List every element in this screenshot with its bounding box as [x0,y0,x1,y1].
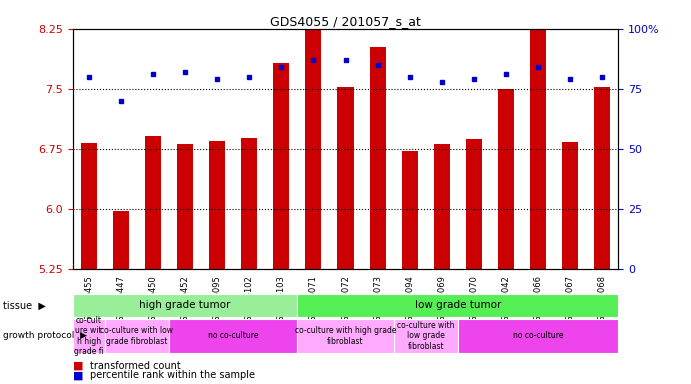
Bar [73,294,297,317]
Bar [530,7,546,269]
Bar [498,89,514,269]
Text: growth protocol  ▶: growth protocol ▶ [3,331,88,341]
Bar [305,5,321,269]
Text: percentile rank within the sample: percentile rank within the sample [90,370,255,380]
Bar [458,319,618,353]
Bar [81,143,97,269]
Bar [297,319,394,353]
Bar [104,319,169,353]
Bar [73,319,104,353]
Text: co-cult
ure wit
h high
grade fi: co-cult ure wit h high grade fi [74,316,104,356]
Bar [169,319,297,353]
Bar [562,142,578,269]
Bar [434,144,450,269]
Bar [297,294,618,317]
Text: ■: ■ [73,361,83,371]
Bar [241,138,257,269]
Bar [466,139,482,269]
Bar [177,144,193,269]
Bar [370,47,386,269]
Text: ■: ■ [73,370,83,380]
Bar [394,319,458,353]
Text: co-culture with
low grade
fibroblast: co-culture with low grade fibroblast [397,321,455,351]
Bar [594,87,610,269]
Bar [145,136,161,269]
Bar [401,151,418,269]
Bar [273,63,290,269]
Text: no co-culture: no co-culture [513,331,563,341]
Text: high grade tumor: high grade tumor [140,300,231,310]
Text: transformed count: transformed count [90,361,180,371]
Text: no co-culture: no co-culture [208,331,258,341]
Text: tissue  ▶: tissue ▶ [3,300,46,310]
Title: GDS4055 / 201057_s_at: GDS4055 / 201057_s_at [270,15,421,28]
Bar [113,211,129,269]
Text: co-culture with high grade
fibroblast: co-culture with high grade fibroblast [295,326,396,346]
Text: low grade tumor: low grade tumor [415,300,501,310]
Text: co-culture with low
grade fibroblast: co-culture with low grade fibroblast [100,326,173,346]
Bar [337,87,354,269]
Bar [209,141,225,269]
